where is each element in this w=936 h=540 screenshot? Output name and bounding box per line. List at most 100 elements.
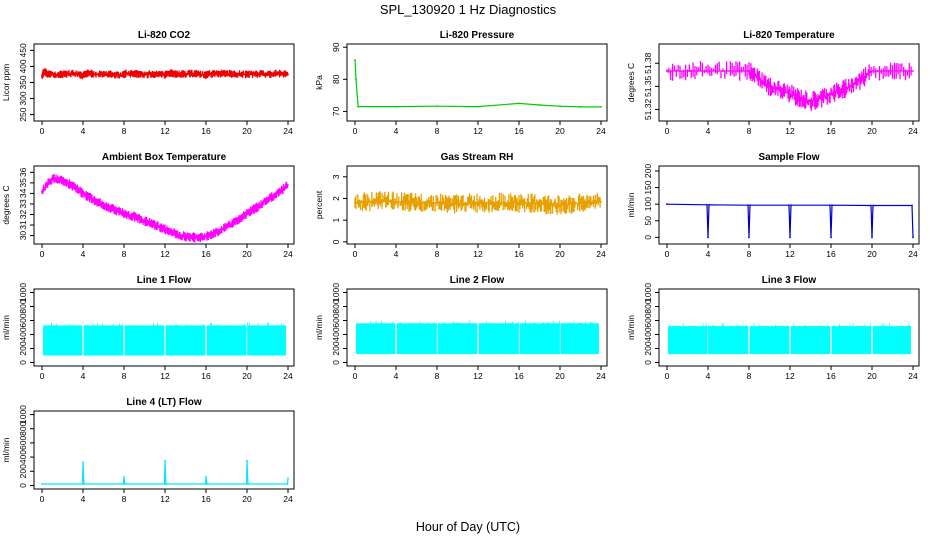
data-point	[831, 204, 833, 207]
y-tick-label: 70	[331, 106, 341, 116]
x-tick-label: 8	[122, 494, 127, 504]
data-point	[184, 235, 187, 238]
y-tick-label: 600	[643, 313, 653, 327]
x-tick-label: 0	[353, 249, 358, 259]
data-point	[266, 73, 269, 76]
x-tick-label: 20	[555, 249, 565, 259]
y-tick-label: 400	[18, 450, 28, 464]
x-tick-label: 0	[40, 371, 45, 381]
x-tick-label: 24	[283, 371, 293, 381]
y-tick-label: 80	[331, 74, 341, 84]
x-tick-label: 4	[706, 371, 711, 381]
x-tick-label: 4	[81, 126, 86, 136]
plot-frame	[346, 288, 608, 367]
y-tick-label: 150	[643, 180, 653, 194]
plot-frame	[658, 165, 920, 245]
x-tick-label: 24	[283, 494, 293, 504]
x-tick-label: 0	[353, 126, 358, 136]
data-point	[518, 102, 520, 105]
y-tick-label: 400	[331, 327, 341, 341]
data-point	[247, 483, 249, 485]
y-tick-label: 51.35	[643, 75, 653, 97]
data-point	[125, 72, 127, 75]
data-point	[354, 201, 356, 204]
x-tick-label: 4	[394, 371, 399, 381]
y-tick-label: 200	[331, 341, 341, 355]
data-point	[235, 73, 238, 76]
data-point	[81, 483, 84, 485]
data-point	[477, 105, 479, 108]
x-tick-label: 20	[242, 249, 252, 259]
y-tick-label: 31	[18, 220, 28, 230]
x-tick-label: 0	[40, 249, 45, 259]
data-point	[164, 73, 166, 76]
data-point	[830, 93, 832, 95]
panel-5: Sample Flow ml/min 0 4 8 12 16 20 24 0 50 100 150 200	[626, 152, 920, 259]
data-point	[871, 70, 873, 72]
data-point	[61, 73, 64, 76]
x-tick-label: 8	[122, 371, 127, 381]
data-point	[246, 73, 248, 76]
data-point	[872, 204, 874, 207]
y-tick-label: 1000	[331, 283, 341, 302]
x-tick-label: 24	[908, 371, 918, 381]
x-tick-label: 24	[596, 249, 606, 259]
y-tick-label: 300	[18, 91, 28, 105]
y-axis-label: percent	[314, 190, 324, 219]
data-point	[102, 73, 105, 76]
y-axis-label: degrees C	[1, 185, 11, 224]
data-point	[374, 199, 377, 202]
data-point	[165, 483, 167, 485]
y-tick-label: 250	[18, 107, 28, 121]
data-point	[287, 477, 289, 480]
y-tick-label: 32	[18, 209, 28, 219]
data-point	[355, 78, 357, 81]
y-tick-label: 400	[643, 327, 653, 341]
data-point	[706, 203, 708, 206]
x-tick-label: 20	[867, 126, 877, 136]
panel-title: Line 3 Flow	[762, 275, 817, 286]
y-tick-label: 200	[643, 341, 653, 355]
data-point	[83, 483, 85, 485]
data-point	[194, 72, 197, 75]
figure-x-axis-label: Hour of Day (UTC)	[416, 520, 520, 534]
data-point	[538, 104, 541, 106]
y-tick-label: 600	[18, 436, 28, 450]
y-tick-label: 36	[18, 167, 28, 177]
x-tick-label: 16	[514, 249, 524, 259]
x-tick-label: 20	[867, 371, 877, 381]
y-tick-label: 600	[18, 313, 28, 327]
data-point	[749, 204, 751, 207]
y-tick-label: 200	[18, 464, 28, 478]
data-point	[354, 59, 356, 61]
data-point	[153, 224, 156, 226]
data-point	[559, 105, 561, 108]
data-point	[477, 201, 479, 204]
y-axis-label: degrees C	[626, 63, 636, 102]
y-tick-label: 0	[331, 239, 341, 244]
y-axis-label: kPa	[314, 75, 324, 90]
x-tick-label: 16	[514, 126, 524, 136]
x-tick-label: 12	[785, 249, 795, 259]
data-point	[789, 236, 791, 239]
data-point	[164, 459, 166, 462]
data-point	[133, 215, 136, 218]
data-point	[71, 72, 74, 75]
y-tick-label: 2	[331, 196, 341, 201]
x-tick-label: 12	[785, 371, 795, 381]
x-tick-label: 8	[122, 126, 127, 136]
y-tick-label: 1	[331, 218, 341, 223]
x-tick-label: 12	[160, 494, 170, 504]
panel-title: Ambient Box Temperature	[102, 152, 227, 163]
y-tick-label: 1000	[18, 283, 28, 302]
y-tick-label: 800	[331, 299, 341, 313]
y-tick-label: 1000	[18, 405, 28, 424]
data-point	[579, 106, 582, 108]
data-point	[790, 204, 792, 207]
series-noise	[666, 61, 912, 111]
panel-2: Li-820 Temperature degrees C 0 4 8 12 16 20 24 51…	[626, 30, 920, 136]
panel-6: Line 1 Flow ml/min 0 4 8 12 16 20 24 0 20040060080…	[1, 275, 295, 381]
x-tick-label: 12	[160, 126, 170, 136]
